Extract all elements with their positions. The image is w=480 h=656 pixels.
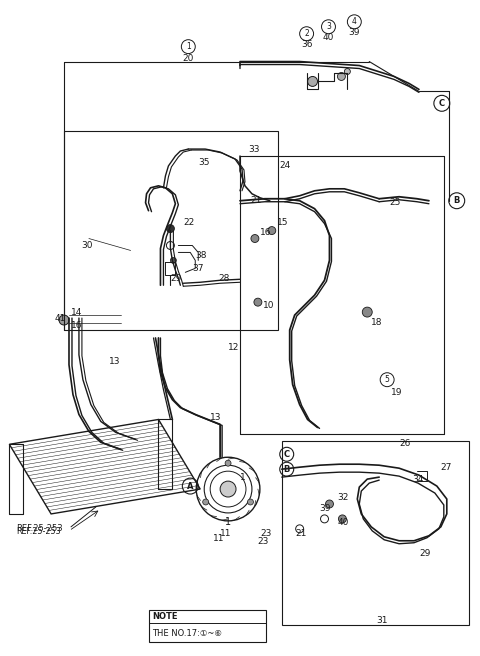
Circle shape [268,226,276,235]
Text: 18: 18 [371,318,383,327]
Text: 27: 27 [441,462,452,472]
Circle shape [220,481,236,497]
Circle shape [225,461,231,466]
Circle shape [254,298,262,306]
Text: 24: 24 [279,161,290,171]
Text: 16: 16 [71,321,83,329]
Text: C: C [284,450,290,459]
Text: 26: 26 [399,439,410,448]
Text: 29: 29 [419,549,431,558]
Text: REF.25-253: REF.25-253 [16,524,63,533]
Text: A: A [187,482,193,491]
Circle shape [248,499,253,505]
Circle shape [170,257,176,263]
Text: 13: 13 [210,413,222,422]
Text: 30: 30 [81,241,93,250]
Bar [282,441,468,625]
Text: 36: 36 [301,40,312,49]
Text: 16: 16 [260,228,271,237]
Text: 1: 1 [186,42,191,51]
Text: 2: 2 [304,30,309,38]
Text: 20: 20 [182,54,194,63]
Text: 33: 33 [248,144,260,154]
Circle shape [308,77,318,87]
Text: 4: 4 [352,17,357,26]
Text: THE NO.17:①~⑥: THE NO.17:①~⑥ [153,628,222,638]
Text: 1: 1 [225,517,231,527]
Circle shape [167,224,174,233]
Circle shape [337,72,346,81]
Text: 23: 23 [257,537,268,546]
Text: 31: 31 [376,616,388,625]
Text: 40: 40 [337,518,349,527]
Text: 39: 39 [348,28,360,37]
Text: C: C [439,99,445,108]
Text: 35: 35 [198,159,210,167]
Text: 23: 23 [260,529,271,539]
Text: REF.25-253: REF.25-253 [16,527,61,537]
Text: 13: 13 [109,358,120,366]
Text: 21: 21 [250,196,261,205]
Text: 28: 28 [218,274,229,283]
Text: 40: 40 [323,33,334,42]
Text: 5: 5 [384,375,390,384]
Circle shape [251,235,259,243]
Text: 37: 37 [192,264,204,273]
Text: 12: 12 [228,343,240,352]
Text: 11: 11 [220,529,232,539]
Text: 11: 11 [213,534,225,543]
Text: 25: 25 [389,198,400,207]
Circle shape [344,68,350,75]
Text: 15: 15 [277,218,288,227]
Text: 38: 38 [195,251,207,260]
Text: B: B [454,196,460,205]
Circle shape [59,315,69,325]
Text: 21: 21 [296,529,307,539]
Text: 32: 32 [337,493,349,502]
Circle shape [362,307,372,317]
Circle shape [203,499,209,505]
Bar [148,610,266,642]
Text: 34: 34 [412,475,423,483]
Circle shape [325,500,334,508]
Text: B: B [284,464,290,474]
Text: 39: 39 [320,504,331,514]
Text: 29: 29 [170,274,182,283]
Text: 10: 10 [263,300,275,310]
Text: 3: 3 [326,22,331,31]
Text: 1: 1 [240,472,246,482]
Text: NOTE: NOTE [153,612,178,621]
Circle shape [338,515,347,523]
Text: 19: 19 [391,388,403,397]
Text: 22: 22 [183,218,194,227]
Text: 14: 14 [71,308,83,317]
Bar [64,131,278,330]
Text: 41: 41 [54,314,65,323]
